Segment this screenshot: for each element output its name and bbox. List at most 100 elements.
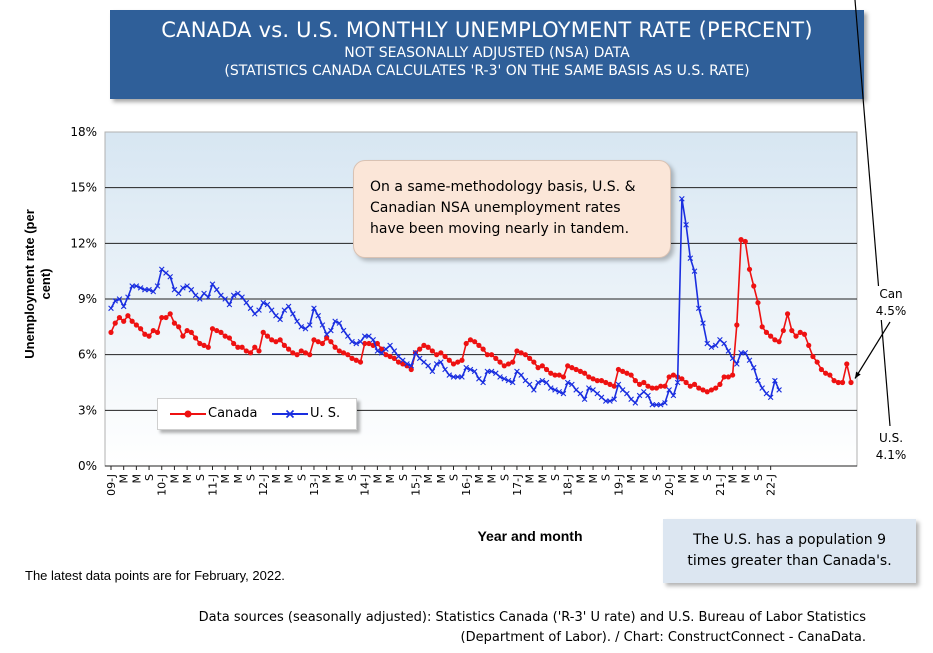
data-point-us	[154, 283, 161, 289]
data-point-canada	[459, 357, 465, 363]
data-point-us	[332, 318, 338, 325]
x-tick-label: M	[384, 474, 397, 484]
population-callout: The U.S. has a population 9 times greate…	[663, 519, 916, 583]
data-point-canada	[146, 333, 152, 339]
x-tick-label: S	[194, 474, 207, 481]
data-point-us	[298, 324, 305, 330]
data-point-canada	[742, 238, 748, 245]
data-point-us	[374, 348, 381, 354]
data-point-canada	[776, 339, 782, 345]
x-tick-label: M	[727, 474, 740, 484]
data-point-us	[607, 398, 613, 404]
chart-legend: Canada U. S.	[157, 398, 357, 430]
data-point-canada	[755, 300, 761, 306]
data-point-us	[653, 401, 660, 408]
data-point-canada	[763, 329, 770, 335]
data-point-us	[725, 348, 732, 354]
x-tick-label: M	[181, 474, 194, 484]
data-point-us	[738, 350, 744, 356]
data-point-us	[112, 298, 119, 304]
data-point-us	[721, 340, 727, 347]
data-point-us	[649, 401, 656, 408]
series-canada	[108, 237, 854, 395]
data-point-canada	[340, 350, 347, 356]
data-point-canada	[586, 374, 592, 380]
data-point-us	[586, 385, 592, 391]
data-point-us	[268, 307, 275, 313]
data-point-canada	[708, 387, 715, 393]
data-point-us	[471, 368, 478, 375]
data-point-canada	[713, 385, 719, 391]
data-point-us	[315, 312, 321, 319]
data-point-us	[209, 281, 216, 287]
population-callout-text: The U.S. has a population 9 times greate…	[687, 532, 892, 569]
data-point-canada	[615, 366, 622, 373]
data-point-canada	[818, 366, 825, 373]
data-point-us	[552, 387, 558, 393]
data-point-canada	[539, 363, 545, 369]
data-point-canada	[167, 311, 173, 317]
data-point-canada	[163, 314, 169, 321]
data-point-canada	[171, 320, 178, 326]
data-point-us	[505, 377, 512, 384]
data-point-canada	[197, 340, 203, 347]
data-point-us	[670, 392, 677, 399]
data-point-us	[442, 366, 448, 373]
x-tick-label: 11-J	[206, 474, 219, 496]
data-point-canada	[505, 361, 512, 367]
data-point-us	[188, 286, 195, 293]
us-end-label-name: U.S.	[878, 431, 904, 445]
data-point-canada	[806, 342, 812, 348]
data-point-us	[755, 377, 761, 384]
data-point-us	[319, 322, 326, 328]
chart-subtitle-1: NOT SEASONALLY ADJUSTED (NSA) DATA	[344, 45, 630, 61]
x-tick-label: 17-J	[511, 474, 524, 496]
data-point-us	[222, 296, 228, 302]
data-point-us	[336, 320, 343, 326]
x-tick-label: M	[676, 474, 689, 484]
data-point-canada	[696, 385, 702, 391]
data-point-canada	[480, 346, 486, 352]
x-tick-label: 16-J	[460, 474, 473, 496]
canada-end-label-name: Can	[879, 287, 903, 301]
data-point-us	[776, 387, 782, 393]
x-tick-label: S	[752, 474, 765, 481]
data-point-canada	[620, 368, 626, 374]
data-point-canada	[218, 329, 224, 335]
data-point-us	[137, 285, 144, 291]
data-point-us	[340, 327, 347, 334]
x-tick-label: M	[638, 474, 651, 484]
x-tick-label: M	[168, 474, 181, 484]
data-point-canada	[641, 379, 647, 386]
data-point-us	[285, 303, 292, 310]
data-point-us	[526, 381, 533, 388]
data-point-us	[611, 396, 617, 402]
data-point-canada	[670, 372, 677, 378]
data-point-us	[581, 396, 588, 402]
data-point-canada	[353, 357, 359, 363]
data-point-us	[108, 305, 114, 312]
data-point-canada	[556, 372, 562, 378]
data-point-us	[662, 400, 668, 406]
data-point-canada	[138, 326, 144, 332]
x-tick-label: M	[524, 474, 537, 484]
data-point-us	[615, 381, 622, 388]
y-tick-label: 9%	[78, 292, 97, 306]
data-point-canada	[725, 374, 731, 380]
data-point-canada	[319, 340, 326, 347]
data-point-canada	[264, 333, 271, 339]
data-point-us	[488, 368, 495, 375]
x-tick-label: 22-J	[765, 474, 778, 496]
x-tick-label: M	[473, 474, 486, 484]
data-point-canada	[607, 381, 613, 387]
data-point-us	[467, 366, 474, 373]
data-point-canada	[391, 355, 397, 361]
data-point-us	[695, 305, 702, 312]
x-tick-label: S	[448, 474, 461, 481]
data-point-canada	[374, 340, 380, 347]
data-point-canada	[552, 372, 558, 378]
data-point-us	[391, 348, 398, 354]
data-point-canada	[438, 350, 444, 356]
data-point-canada	[231, 340, 237, 347]
data-point-canada	[286, 346, 292, 352]
